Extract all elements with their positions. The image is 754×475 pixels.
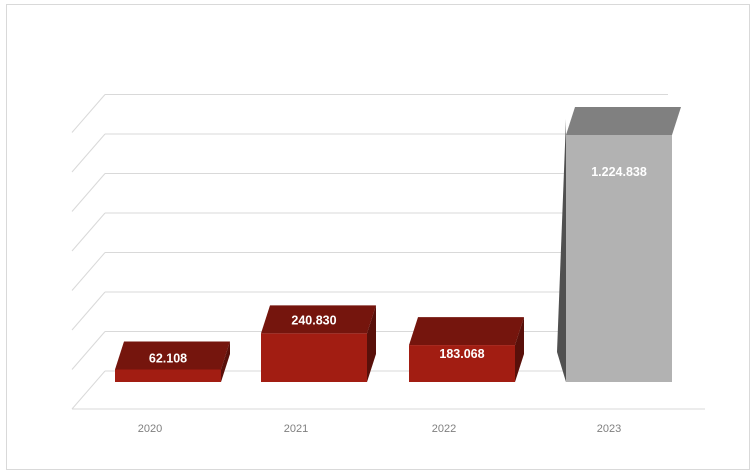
bar-top-face — [409, 317, 524, 346]
x-tick-2020: 2020 — [138, 423, 162, 435]
bar-side-face — [221, 341, 230, 382]
gridline-side — [71, 173, 106, 212]
gridline-side — [71, 94, 106, 133]
x-tick-2021: 2021 — [284, 423, 308, 435]
data-label-2023: 1.224.838 — [591, 165, 647, 179]
data-label-2021: 240.830 — [291, 313, 336, 327]
gridline-side — [71, 133, 106, 173]
x-tick-2022: 2022 — [432, 423, 456, 435]
bar-2023 — [557, 107, 681, 382]
bar-top-face — [261, 305, 376, 334]
gridline-side — [71, 331, 106, 370]
bar-front-face — [115, 369, 221, 382]
bar-front-face — [566, 135, 672, 382]
gridline-side — [71, 212, 106, 252]
gridline-side — [71, 370, 106, 410]
x-axis-ticks: 2020 2021 2022 2023 — [138, 423, 621, 435]
bar-top-face — [115, 341, 230, 370]
gridline-side — [71, 291, 106, 331]
bar-2022 — [409, 317, 524, 382]
gridline-side — [71, 252, 106, 291]
bars — [115, 107, 681, 382]
bar-front-face — [261, 333, 367, 382]
bar-top-face — [566, 107, 681, 135]
bar-side-face — [515, 317, 524, 382]
bar-2021 — [261, 305, 376, 382]
bar-2020 — [115, 341, 230, 382]
data-label-2022: 183.068 — [439, 347, 484, 361]
data-label-2020: 62.108 — [149, 351, 187, 365]
x-tick-2023: 2023 — [597, 423, 621, 435]
bar-side-face — [557, 119, 566, 382]
data-labels: 62.108 240.830 183.068 1.224.838 — [149, 165, 647, 365]
bar-front-face — [409, 345, 515, 382]
bar-side-face — [367, 305, 376, 382]
